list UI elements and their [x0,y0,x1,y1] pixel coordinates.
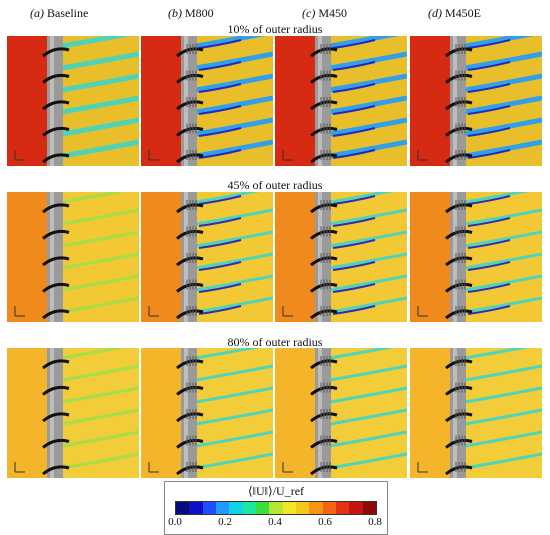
colorbar-swatch [349,502,363,514]
colorbar: ⟨‖U‖⟩/U_ref 0.0 0.2 0.4 0.6 0.8 [164,481,388,535]
colorbar-tick-4: 0.8 [368,516,382,528]
row-label-10pct: 10% of outer radius [227,22,323,36]
column-label-m800: (b) M800 [168,6,214,20]
contour-panel-m450e-80pct [410,348,542,478]
colorbar-swatch [255,502,270,514]
column-label-baseline: (a) Baseline [30,6,89,20]
colorbar-swatch [269,502,283,514]
contour-panel-m450-10pct [275,36,407,166]
colorbar-tick-2: 0.4 [268,516,282,528]
contour-panel-baseline-80pct [7,348,139,478]
contour-panel-m800-10pct [141,36,273,166]
colorbar-swatch [176,502,190,514]
colorbar-swatch [202,502,216,514]
row-label-80pct: 80% of outer radius [227,335,323,349]
colorbar-swatch [335,502,350,514]
contour-panel-m450-45pct [275,192,407,322]
colorbar-swatch [189,502,203,514]
colorbar-tick-1: 0.2 [218,516,232,528]
colorbar-ticks: 0.0 0.2 0.4 0.6 0.8 [168,516,382,530]
contour-panel-m450e-45pct [410,192,542,322]
colorbar-tick-0: 0.0 [168,516,182,528]
colorbar-swatch [322,502,336,514]
column-label-m450e: (d) M450E [428,6,481,20]
colorbar-swatch [295,502,310,514]
colorbar-strip [175,501,377,515]
colorbar-swatch [362,502,376,514]
contour-panel-baseline-10pct [7,36,139,166]
colorbar-swatch [229,502,243,514]
column-label-m450: (c) M450 [302,6,347,20]
contour-panel-m800-80pct [141,348,273,478]
contour-panel-m450e-10pct [410,36,542,166]
contour-panel-baseline-45pct [7,192,139,322]
contour-panel-m450-80pct [275,348,407,478]
colorbar-swatch [242,502,256,514]
colorbar-swatch [215,502,230,514]
colorbar-tick-3: 0.6 [318,516,332,528]
colorbar-swatch [309,502,323,514]
colorbar-swatch [282,502,296,514]
contour-panel-m800-45pct [141,192,273,322]
colorbar-title: ⟨‖U‖⟩/U_ref [247,484,305,498]
row-label-45pct: 45% of outer radius [227,178,323,192]
